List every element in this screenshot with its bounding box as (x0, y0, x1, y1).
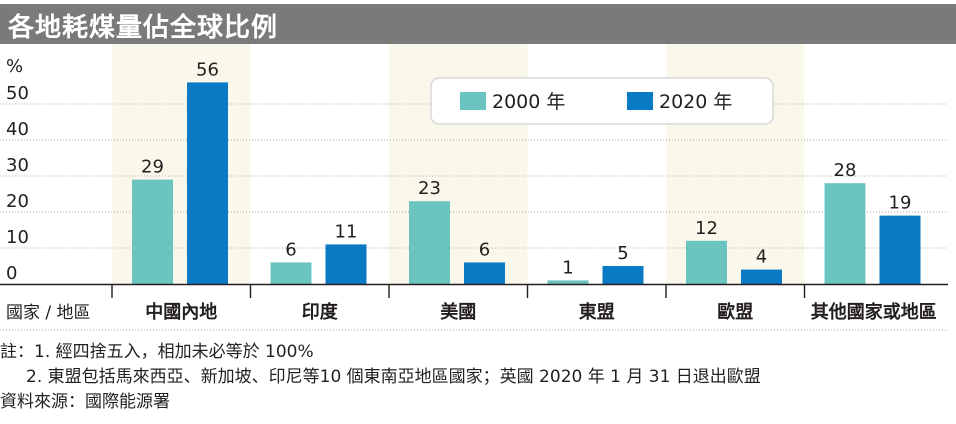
bar (187, 82, 228, 285)
data-label: 23 (418, 178, 441, 199)
category-label: 中國內地 (145, 301, 217, 323)
data-label: 6 (479, 239, 490, 260)
y-tick-label: 50 (6, 83, 29, 104)
bar (741, 269, 782, 284)
data-label: 28 (834, 160, 857, 181)
category-label: 歐盟 (717, 301, 753, 323)
y-axis-unit: % (6, 56, 23, 77)
y-tick-label: 0 (6, 263, 17, 284)
bar (879, 215, 921, 284)
category-label: 其他國家或地區 (811, 301, 937, 323)
bar (824, 183, 866, 284)
chart-title: 各地耗煤量佔全球比例 (8, 13, 279, 43)
x-axis-title: 國家 / 地區 (6, 303, 91, 323)
data-label: 1 (562, 257, 573, 278)
bar (686, 240, 727, 284)
legend-swatch (627, 92, 653, 110)
data-label: 19 (889, 193, 912, 214)
legend-label: 2000 年 (492, 91, 565, 113)
category-label: 美國 (440, 301, 476, 323)
data-label: 11 (335, 221, 358, 242)
note-2: 2. 東盟包括馬來西亞、新加坡、印尼等10 個東南亞地區國家；英國 2020 年… (26, 367, 761, 387)
bar (325, 244, 367, 284)
bar-chart: 0 10 20 30 40 50% 29 56 6 11 23 6 1 5 12 4 28 19 國家 / 地區 中國… (0, 44, 948, 331)
data-label: 29 (141, 157, 164, 178)
bar (132, 179, 173, 284)
y-tick-label: 10 (6, 227, 29, 248)
legend-box (430, 77, 774, 125)
bar (547, 280, 589, 284)
bar (602, 266, 644, 284)
title-bar: 各地耗煤量佔全球比例 (0, 4, 956, 44)
bar (409, 201, 450, 284)
category-label: 印度 (302, 301, 339, 323)
note-1: 註：1. 經四捨五入，相加未必等於 100% (0, 342, 314, 362)
data-label: 5 (617, 243, 628, 264)
bar (270, 262, 312, 284)
data-label: 12 (695, 218, 718, 239)
footnotes: 註：1. 經四捨五入，相加未必等於 100% 2. 東盟包括馬來西亞、新加坡、印… (0, 340, 956, 415)
bar (464, 262, 505, 284)
y-tick-label: 20 (6, 191, 29, 212)
data-label: 6 (285, 239, 296, 260)
category-label: 東盟 (579, 301, 615, 323)
source-note: 資料來源：國際能源署 (0, 392, 170, 412)
legend-label: 2020 年 (659, 91, 732, 113)
legend-swatch (460, 92, 486, 110)
data-label: 56 (196, 59, 219, 80)
y-tick-label: 30 (6, 155, 29, 176)
y-tick-label: 40 (6, 119, 29, 140)
data-label: 4 (756, 247, 767, 268)
